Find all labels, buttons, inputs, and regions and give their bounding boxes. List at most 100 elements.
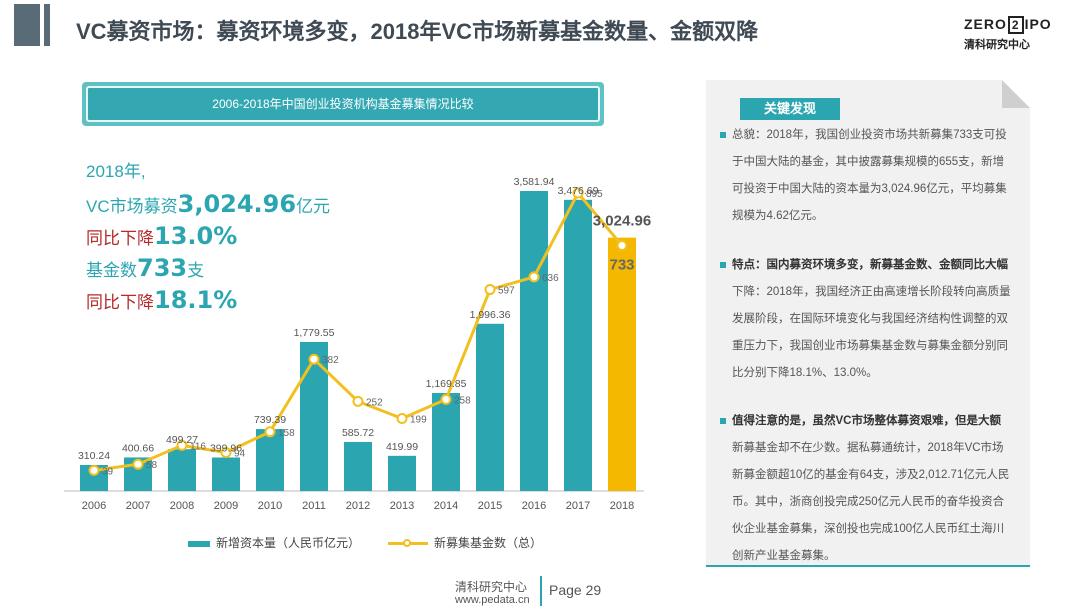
fundraising-chart: 310.24 400.66 499.27 399.96 739.39 1,779.55 58… [64, 176, 651, 512]
legend-item-capital: 新增资本量（人民币亿元） [188, 534, 360, 551]
bar-label-2006: 310.24 [78, 450, 110, 462]
bar-label-2007: 400.66 [122, 442, 154, 454]
line-label-2009: 94 [234, 449, 246, 460]
legend-swatch-line [388, 539, 428, 548]
bullet-icon [720, 261, 726, 268]
finding-characteristics: 特点：国内募资环境多变，新募基金数、金额同比大幅 下降：2018年，我国经济正由… [720, 252, 1020, 387]
point-fund-count-2018 [616, 239, 628, 251]
stat-fund-count-value: 733 [137, 254, 188, 282]
x-tick-2014: 2014 [434, 500, 458, 512]
point-fund-count-2009 [220, 447, 232, 459]
x-tick-2013: 2013 [390, 500, 414, 512]
bar-label-2008: 499.27 [166, 434, 198, 446]
point-fund-count-2007 [132, 458, 144, 470]
bar-label-2011: 1,779.55 [294, 327, 335, 339]
footer-url[interactable]: www.pedata.cn [455, 594, 530, 606]
bar-capital-2016 [520, 191, 548, 491]
point-fund-count-2006 [88, 464, 100, 476]
logo-subtitle: 清科研究中心 [964, 39, 1030, 51]
chart-title-banner: 2006-2018年中国创业投资机构基金募集情况比较 [82, 82, 604, 126]
stat-capital-change-value: 13.0% [154, 222, 238, 250]
bar-capital-2010 [256, 429, 284, 491]
x-tick-2008: 2008 [170, 500, 194, 512]
bar-label-2016: 3,581.94 [514, 176, 555, 188]
x-tick-2018: 2018 [610, 500, 634, 512]
legend-item-funds: 新募集基金数（总） [388, 534, 542, 551]
line-label-2018: 733 [609, 256, 634, 273]
footer: 清科研究中心 www.pedata.cn Page 29 [0, 576, 1080, 610]
footer-divider [540, 576, 542, 606]
point-fund-count-2014 [440, 393, 452, 405]
line-label-2012: 252 [366, 397, 383, 408]
footer-org: 清科研究中心 [455, 580, 528, 594]
bar-capital-2014 [432, 393, 460, 491]
x-tick-2009: 2009 [214, 500, 238, 512]
line-label-2013: 199 [410, 415, 427, 426]
stat-capital-change: 同比下降13.0% [86, 222, 238, 250]
line-label-2017: 895 [586, 189, 603, 200]
x-tick-2010: 2010 [258, 500, 282, 512]
line-label-2011: 382 [322, 355, 339, 366]
page-number: Page 29 [549, 582, 602, 598]
line-label-2007: 58 [146, 460, 158, 471]
stat-year: 2018年, [86, 162, 146, 181]
point-fund-count-2015 [484, 284, 496, 296]
page-title: VC募资市场：募资环境多变，2018年VC市场新募基金数量、金额双降 [76, 19, 759, 44]
point-fund-count-2016 [528, 271, 540, 283]
page-fold-corner [1002, 80, 1030, 108]
stat-capital: VC市场募资3,024.96亿元 [86, 190, 331, 218]
legend-swatch-bar [188, 540, 210, 547]
x-tick-2011: 2011 [302, 500, 326, 512]
summary-stats: 2018年, VC市场募资3,024.96亿元 同比下降13.0% 基金数733… [86, 156, 330, 316]
panel-bottom-rule [706, 565, 1030, 567]
bar-capital-2013 [388, 455, 416, 491]
bar-label-2013: 419.99 [386, 441, 418, 453]
stat-fund-count-change: 同比下降18.1% [86, 286, 238, 314]
key-findings-tag: 关键发现 [740, 98, 840, 120]
bar-label-2017: 3,476.69 [558, 185, 599, 197]
key-findings-panel [706, 80, 1030, 566]
x-tick-2006: 2006 [82, 500, 106, 512]
point-fund-count-2010 [264, 426, 276, 438]
point-fund-count-2012 [352, 395, 364, 407]
line-label-2006: 39 [102, 466, 114, 477]
logo-wordmark: ZERO 2 IPO [964, 16, 1052, 34]
bar-label-2015: 1,996.36 [470, 309, 511, 321]
chart-title: 2006-2018年中国创业投资机构基金募集情况比较 [86, 86, 600, 122]
stat-fund-count-change-value: 18.1% [154, 286, 238, 314]
line-label-2014: 258 [454, 395, 471, 406]
bullet-icon [720, 417, 726, 424]
bar-capital-2017 [564, 199, 592, 491]
point-fund-count-2013 [396, 413, 408, 425]
line-label-2015: 597 [498, 286, 515, 297]
finding-overview: 总貌：2018年，我国创业投资市场共新募集733支可投 于中国大陆的基金，其中披… [720, 122, 1020, 230]
bar-label-2018: 3,024.96 [593, 213, 651, 230]
bar-capital-2009 [212, 457, 240, 491]
bar-capital-2012 [344, 441, 372, 491]
bar-capital-2015 [476, 323, 504, 491]
bullet-icon [720, 131, 726, 138]
point-fund-count-2017 [572, 187, 584, 199]
x-tick-2007: 2007 [126, 500, 150, 512]
x-tick-2017: 2017 [566, 500, 590, 512]
bar-label-2012: 585.72 [342, 427, 374, 439]
finding-large-funds: 值得注意的是，虽然VC市场整体募资艰难，但是大额 新募基金却不在少数。据私募通统… [720, 408, 1020, 570]
title-accent-bar [14, 4, 50, 46]
stat-fund-count: 基金数733支 [86, 254, 205, 282]
bar-label-2010: 739.39 [254, 414, 286, 426]
bar-capital-2018 [608, 237, 636, 491]
x-tick-2016: 2016 [522, 500, 546, 512]
bar-label-2009: 399.96 [210, 443, 242, 455]
stat-capital-value: 3,024.96 [177, 190, 297, 218]
point-fund-count-2008 [176, 439, 188, 451]
line-label-2010: 158 [278, 428, 295, 439]
line-label-2008: 116 [190, 441, 206, 452]
x-tick-2015: 2015 [478, 500, 502, 512]
x-tick-2012: 2012 [346, 500, 370, 512]
zero2ipo-logo: ZERO 2 IPO 清科研究中心 [964, 16, 1054, 58]
bar-label-2014: 1,169.85 [426, 378, 467, 390]
chart-legend: 新增资本量（人民币亿元） 新募集基金数（总） [188, 534, 608, 554]
bar-capital-2008 [168, 449, 196, 491]
point-fund-count-2011 [308, 353, 320, 365]
line-label-2016: 636 [542, 273, 559, 284]
